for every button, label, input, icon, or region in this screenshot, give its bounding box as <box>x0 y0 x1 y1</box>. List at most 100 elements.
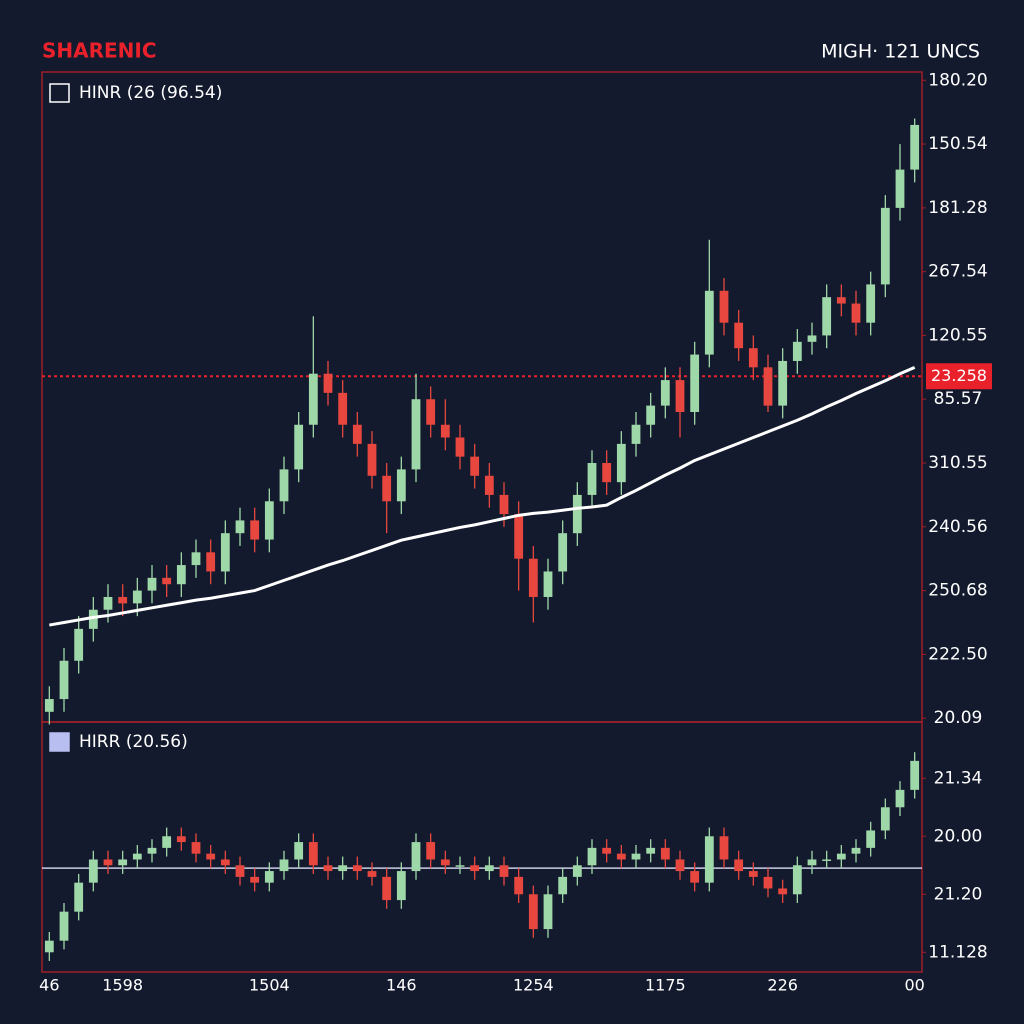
candle-body <box>103 596 113 610</box>
candle-body <box>704 290 714 355</box>
y-tick-label: 267.54 <box>928 262 987 282</box>
candle-body <box>543 571 553 597</box>
candle-body <box>264 501 274 540</box>
candle-body <box>763 367 773 406</box>
x-tick-label: 1254 <box>513 976 554 995</box>
candle-body <box>910 760 920 790</box>
y-tick-label: 180.20 <box>928 70 987 90</box>
legend-swatch <box>49 732 70 752</box>
candle-body <box>118 859 128 866</box>
candle-body <box>910 124 920 170</box>
candle-body <box>191 552 201 566</box>
candle-body <box>866 830 876 848</box>
candle-body <box>880 807 890 831</box>
price-label-box <box>926 363 992 390</box>
candle-body <box>646 405 656 425</box>
candle-body <box>191 842 201 854</box>
y-tick-label: 21.20 <box>934 884 983 904</box>
candle-body <box>660 380 670 406</box>
moving-average-line <box>49 365 916 627</box>
y-tick-label: 240.56 <box>928 517 987 537</box>
candle-body <box>484 475 494 495</box>
candle-body <box>822 297 832 336</box>
legend-label: HINR (26 (96.54) <box>79 83 222 103</box>
candle-body <box>176 836 186 843</box>
candle-body <box>572 865 582 877</box>
candle-body <box>631 424 641 444</box>
candle-body <box>426 399 436 425</box>
candle-body <box>499 494 509 515</box>
candle-body <box>44 940 54 953</box>
candle-body <box>778 888 788 895</box>
candle-body <box>44 699 54 712</box>
candle-body <box>675 380 685 412</box>
x-tick-label: 1504 <box>249 976 290 995</box>
y-tick-label: 20.09 <box>934 708 983 728</box>
y-tick-label: 222.50 <box>928 644 987 664</box>
candle-body <box>338 392 348 425</box>
candle-body <box>572 494 582 534</box>
candle-body <box>660 847 670 860</box>
y-tick-label: 310.55 <box>928 453 987 473</box>
candle-body <box>631 853 641 860</box>
candle-body <box>235 865 245 877</box>
candle-body <box>836 853 846 860</box>
candle-body <box>543 894 553 930</box>
candle-body <box>719 290 729 323</box>
candle-body <box>528 558 538 597</box>
candle-body <box>74 628 84 661</box>
candle-body <box>734 859 744 872</box>
candle-body <box>587 847 597 866</box>
price-label: 23.258 <box>931 366 987 385</box>
y-tick-label: 150.54 <box>928 134 987 154</box>
candle-body <box>440 859 450 866</box>
legend-label: HIRR (20.56) <box>79 732 188 752</box>
candle-body <box>616 443 626 483</box>
y-tick-label: 250.68 <box>928 581 987 601</box>
candle-body <box>206 552 216 572</box>
candle-body <box>866 284 876 323</box>
candle-body <box>851 303 861 323</box>
candle-body <box>807 859 817 866</box>
candle-body <box>88 609 98 629</box>
candle-body <box>792 341 802 361</box>
lower-panel <box>41 721 923 973</box>
candle-body <box>206 853 216 860</box>
x-tick-label: 1598 <box>102 976 143 995</box>
candle-body <box>59 911 69 941</box>
candle-body <box>396 871 406 901</box>
candle-body <box>279 859 289 872</box>
candle-body <box>484 865 494 872</box>
chart-title: SHARENIC <box>42 39 157 63</box>
y-tick-label: 11.128 <box>928 942 987 962</box>
candle-body <box>220 859 230 866</box>
candle-body <box>690 354 700 412</box>
chart-subtitle: MIGH· 121 UNCS <box>821 41 980 63</box>
candle-body <box>616 853 626 860</box>
candle-body <box>602 463 612 483</box>
candle-body <box>352 865 362 872</box>
candle-body <box>132 853 142 860</box>
candle-body <box>132 590 142 604</box>
candle-body <box>836 297 846 304</box>
candle-body <box>792 865 802 895</box>
candle-body <box>763 876 773 889</box>
candle-body <box>235 520 245 534</box>
candle-body <box>646 847 656 854</box>
candle-body <box>176 565 186 585</box>
candle-body <box>220 533 230 572</box>
candle-body <box>162 577 172 585</box>
candle-body <box>147 847 157 854</box>
candle-body <box>514 514 524 559</box>
candle-body <box>455 865 465 867</box>
candle-body <box>382 475 392 502</box>
candle-body <box>103 859 113 866</box>
x-tick-label: 00 <box>904 976 924 995</box>
candle-body <box>323 865 333 872</box>
candle-body <box>264 871 274 883</box>
candle-body <box>704 836 714 883</box>
candle-body <box>675 859 685 872</box>
candle-body <box>499 865 509 877</box>
candle-body <box>59 660 69 700</box>
